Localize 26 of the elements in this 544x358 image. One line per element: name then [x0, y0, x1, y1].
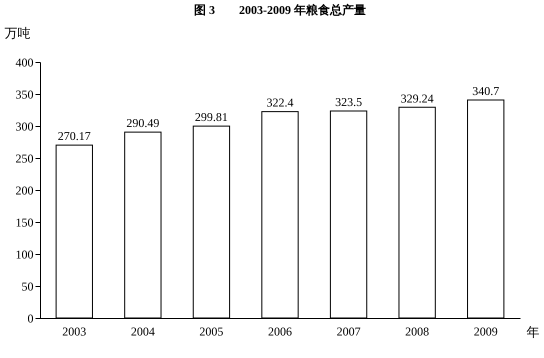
x-tick-label: 2009	[474, 324, 498, 338]
x-tick-label: 2004	[130, 324, 155, 338]
y-axis-title: 万吨	[4, 26, 30, 40]
y-tick-label: 300	[16, 120, 34, 134]
data-label: 323.5	[335, 94, 362, 109]
y-tick-label: 150	[16, 216, 34, 230]
y-tick-label: 100	[16, 248, 34, 262]
x-tick-label: 2003	[62, 324, 86, 338]
y-tick-label: 250	[16, 152, 34, 166]
y-tick-label: 50	[22, 280, 34, 294]
data-label: 290.49	[126, 116, 160, 130]
x-tick-label: 2007	[336, 324, 361, 338]
x-tick-label: 2008	[405, 324, 430, 338]
y-tick-label: 400	[16, 56, 34, 70]
y-tick-label: 350	[16, 88, 34, 102]
data-label: 340.7	[472, 84, 500, 98]
data-label: 299.81	[194, 110, 228, 124]
chart-title: 图 3 2003-2009 年粮食总产量	[194, 3, 366, 17]
data-label: 270.17	[58, 129, 91, 144]
x-tick-label: 2005	[199, 324, 224, 338]
y-tick-label: 200	[16, 184, 34, 198]
y-tick-label: 0	[28, 312, 34, 326]
x-tick-label: 2006	[268, 324, 292, 338]
x-axis-title: 年	[526, 324, 540, 340]
data-label: 322.4	[266, 96, 294, 110]
data-label: 329.24	[400, 91, 434, 106]
